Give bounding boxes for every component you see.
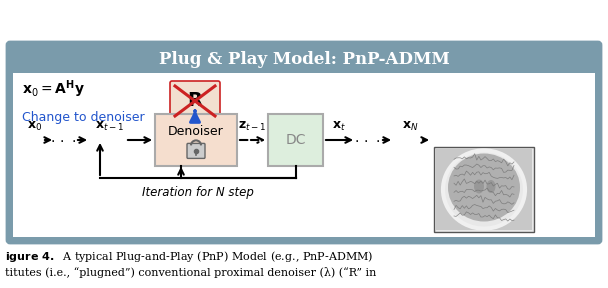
Text: Iteration for N step: Iteration for N step — [142, 186, 254, 199]
Bar — [13, 73, 595, 237]
Text: DC: DC — [285, 133, 306, 147]
FancyBboxPatch shape — [7, 42, 601, 76]
Text: $\mathbf{x}_t$: $\mathbf{x}_t$ — [332, 120, 346, 132]
Text: $\bf{igure\ 4.}$  A typical Plug-and-Play (PnP) Model (e.g., PnP-ADMM): $\bf{igure\ 4.}$ A typical Plug-and-Play… — [5, 249, 373, 264]
Ellipse shape — [448, 154, 520, 221]
FancyBboxPatch shape — [187, 143, 205, 158]
FancyBboxPatch shape — [170, 81, 220, 121]
Text: $\mathbf{z}_{t-1}$: $\mathbf{z}_{t-1}$ — [238, 120, 267, 132]
Text: titutes (i.e., “plugned”) conventional proximal denoiser (λ) (“R” in: titutes (i.e., “plugned”) conventional p… — [5, 266, 376, 278]
Text: $\cdot\,\cdot\,\cdot$: $\cdot\,\cdot\,\cdot$ — [354, 133, 380, 147]
FancyBboxPatch shape — [7, 42, 601, 243]
Text: $\cdot\,\cdot\,\cdot$: $\cdot\,\cdot\,\cdot$ — [50, 133, 76, 147]
Text: Change to denoiser: Change to denoiser — [22, 111, 145, 124]
Ellipse shape — [486, 180, 496, 193]
Bar — [434, 147, 534, 232]
Bar — [268, 114, 323, 166]
Text: $\mathbf{R}$: $\mathbf{R}$ — [187, 92, 203, 111]
Text: Denoiser: Denoiser — [168, 125, 224, 138]
Ellipse shape — [443, 150, 525, 229]
Bar — [436, 149, 532, 230]
Text: $\mathbf{x}_{t-1}$: $\mathbf{x}_{t-1}$ — [95, 120, 125, 132]
Text: $\mathbf{x}_0 = \mathbf{A}^{\mathbf{H}}\mathbf{y}$: $\mathbf{x}_0 = \mathbf{A}^{\mathbf{H}}\… — [22, 78, 85, 100]
Text: Plug & Play Model: PnP-ADMM: Plug & Play Model: PnP-ADMM — [159, 50, 449, 67]
Text: $\mathbf{x}_N$: $\mathbf{x}_N$ — [402, 120, 418, 132]
Bar — [155, 114, 237, 166]
Ellipse shape — [474, 179, 484, 194]
Text: $\mathbf{x}_0$: $\mathbf{x}_0$ — [27, 120, 43, 132]
